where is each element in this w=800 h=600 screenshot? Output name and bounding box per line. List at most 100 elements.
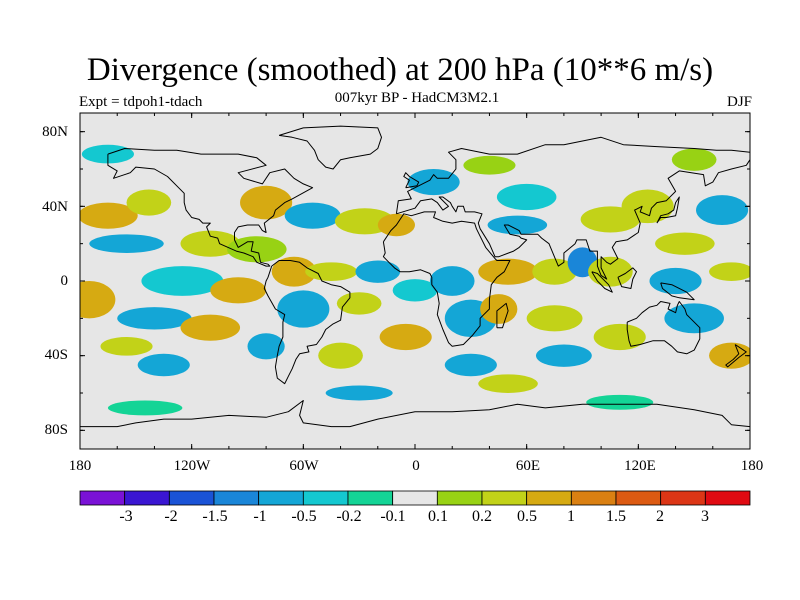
- lon-label-60w: 60W: [289, 458, 319, 474]
- divergence-anomaly: [696, 195, 749, 225]
- coastline-new-zealand: [725, 344, 747, 368]
- colorbar-swatch: [79, 490, 126, 506]
- colorbar-label: 0.5: [517, 508, 537, 525]
- coastline-japan: [656, 196, 680, 224]
- colorbar-swatch: [615, 490, 662, 506]
- divergence-anomaly: [100, 337, 153, 356]
- divergence-anomaly: [655, 232, 715, 255]
- lat-label-40n: 40N: [42, 199, 68, 215]
- coastline-borneo: [617, 267, 637, 289]
- lat-label-40s: 40S: [44, 347, 68, 363]
- colorbar-swatch: [124, 490, 170, 506]
- divergence-anomaly: [80, 202, 138, 229]
- colorbar: [79, 490, 751, 506]
- coastline-new-guinea: [660, 282, 695, 301]
- lat-label-80n: 80N: [42, 124, 68, 140]
- divergence-anomaly: [588, 256, 633, 287]
- lat-label-equator: 0: [60, 273, 69, 289]
- divergence-anomaly: [137, 353, 190, 377]
- colorbar-swatch: [392, 490, 438, 506]
- lat-label-80s: 80S: [44, 422, 68, 438]
- coastline-greenland: [278, 125, 382, 170]
- colorbar-label: 0.2: [472, 508, 492, 525]
- divergence-anomaly: [709, 342, 750, 369]
- coastline-great-britain: [403, 172, 420, 189]
- coastline-eurasia: [395, 136, 750, 280]
- divergence-anomaly: [210, 277, 267, 304]
- divergence-anomaly: [621, 189, 674, 224]
- colorbar-label: -0.5: [291, 508, 317, 525]
- divergence-anomaly: [463, 155, 516, 175]
- divergence-anomaly: [709, 262, 750, 281]
- map-subtitle: 007kyr BP - HadCM3M2.1: [334, 90, 500, 106]
- coastline-madagascar: [496, 302, 509, 329]
- divergence-anomaly: [227, 236, 287, 263]
- divergence-anomaly: [80, 281, 116, 319]
- colorbar-label: -3: [119, 508, 133, 525]
- divergence-anomaly: [593, 323, 646, 351]
- divergence-anomaly: [284, 202, 341, 229]
- divergence-anomaly: [392, 279, 438, 302]
- lon-label-180e: 180: [740, 458, 764, 474]
- divergence-anomaly: [180, 314, 241, 341]
- colorbar-swatch: [213, 490, 260, 506]
- divergence-anomaly: [107, 400, 183, 416]
- divergence-anomaly: [487, 215, 548, 235]
- lon-label-120w: 120W: [173, 458, 211, 474]
- coastline-sumatra: [591, 271, 613, 293]
- divergence-anomaly: [407, 169, 460, 196]
- divergence-anomaly: [240, 185, 293, 220]
- colorbar-swatch: [704, 490, 751, 506]
- divergence-anomaly: [336, 292, 382, 315]
- colorbar-swatch: [347, 490, 394, 506]
- divergence-anomaly: [318, 342, 363, 369]
- divergence-anomaly: [532, 258, 577, 285]
- divergence-anomaly: [664, 303, 724, 334]
- colorbar-label: -0.1: [380, 508, 406, 525]
- colorbar-swatch: [302, 490, 349, 506]
- divergence-anomaly: [355, 260, 401, 283]
- colorbar-label: 0.1: [428, 508, 448, 525]
- divergence-anomaly: [247, 333, 285, 360]
- divergence-anomaly: [141, 266, 224, 296]
- colorbar-swatch: [526, 490, 572, 506]
- colorbar-swatch: [570, 490, 617, 506]
- colorbar-label: -1.5: [202, 508, 228, 525]
- divergence-anomaly: [379, 323, 432, 351]
- divergence-anomaly: [325, 385, 393, 401]
- colorbar-label: -0.2: [336, 508, 362, 525]
- divergence-anomaly: [180, 230, 241, 257]
- colorbar-swatch: [168, 490, 215, 506]
- coastline-africa: [382, 211, 511, 347]
- map-frame: [79, 112, 751, 450]
- divergence-anomaly: [496, 183, 557, 211]
- colorbar-swatch: [258, 490, 304, 506]
- divergence-anomaly: [89, 234, 164, 254]
- divergence-anomaly: [649, 267, 702, 295]
- coastline-south-america: [263, 260, 351, 385]
- divergence-anomaly: [526, 305, 583, 332]
- colorbar-label: 1: [567, 508, 575, 525]
- divergence-anomaly: [271, 256, 317, 287]
- colorbar-label: -2: [164, 508, 178, 525]
- divergence-anomaly: [478, 374, 538, 393]
- colorbar-swatch: [481, 490, 528, 506]
- divergence-anomaly: [305, 262, 358, 281]
- coastlines: [80, 125, 750, 428]
- colorbar-label: 3: [701, 508, 709, 525]
- coastline-australia: [626, 301, 701, 355]
- divergence-anomaly: [429, 266, 475, 296]
- divergence-anomaly: [277, 290, 330, 328]
- map-title: Divergence (smoothed) at 200 hPa (10**6 …: [86, 52, 714, 88]
- colorbar-label: -1: [253, 508, 267, 525]
- divergence-field: [80, 113, 750, 449]
- coastline-antarctica: [80, 400, 750, 428]
- divergence-anomaly: [126, 189, 172, 216]
- colorbar-label: 1.5: [606, 508, 626, 525]
- season-label: DJF: [726, 94, 752, 110]
- colorbar-swatch: [436, 490, 483, 506]
- divergence-anomaly: [444, 353, 497, 377]
- lon-label-180w: 180: [68, 458, 92, 474]
- divergence-anomaly: [586, 394, 654, 410]
